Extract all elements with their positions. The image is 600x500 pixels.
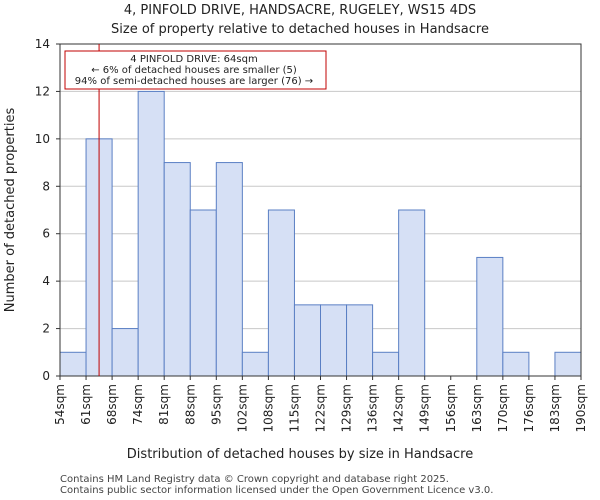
x-tick-label: 108sqm <box>261 384 275 432</box>
y-axis-label: Number of detached properties <box>3 108 18 313</box>
y-tick-label: 14 <box>35 37 50 51</box>
x-tick-label: 68sqm <box>105 384 119 425</box>
annotation-frame <box>64 50 327 90</box>
chart-subtitle: Size of property relative to detached ho… <box>111 22 489 37</box>
y-tick-label: 2 <box>42 322 50 336</box>
bar <box>346 304 374 377</box>
x-tick-label: 170sqm <box>496 384 510 432</box>
y-tick-label: 10 <box>35 132 50 146</box>
x-tick-label: 129sqm <box>340 384 354 432</box>
x-tick-label: 142sqm <box>392 384 406 432</box>
bar <box>189 209 217 377</box>
annotation-line-1: 4 PINFOLD DRIVE: 64sqm <box>130 54 257 65</box>
x-tick-label: 74sqm <box>131 384 145 425</box>
bar <box>398 209 426 377</box>
bar <box>476 256 504 377</box>
y-tick-label: 12 <box>35 84 50 98</box>
bar <box>293 304 322 377</box>
y-axis-ticks: 0 2 4 6 8 10 12 14 <box>35 37 60 383</box>
x-axis-label: Distribution of detached houses by size … <box>127 447 473 462</box>
bar <box>215 162 243 377</box>
x-tick-label: 54sqm <box>53 384 67 425</box>
y-tick-label: 4 <box>42 274 50 288</box>
annotation-line-3: 94% of semi-detached houses are larger (… <box>75 76 313 87</box>
bar <box>502 351 530 377</box>
x-axis-ticks: 54sqm 61sqm 68sqm 74sqm 81sqm 88sqm 95sqm 102sq… <box>53 376 588 432</box>
x-tick-label: 183sqm <box>548 384 562 432</box>
x-tick-label: 136sqm <box>366 384 380 432</box>
y-tick-label: 0 <box>42 369 50 383</box>
x-tick-label: 61sqm <box>79 384 93 425</box>
x-tick-label: 95sqm <box>209 384 223 425</box>
bar <box>267 209 295 377</box>
annotation-line-2: ← 6% of detached houses are smaller (5) <box>91 65 297 76</box>
x-tick-label: 163sqm <box>470 384 484 432</box>
x-tick-label: 156sqm <box>444 384 458 432</box>
annotation-box: 4 PINFOLD DRIVE: 64sqm ← 6% of detached … <box>64 50 327 90</box>
y-tick-label: 8 <box>42 179 50 193</box>
x-tick-label: 81sqm <box>157 384 171 425</box>
y-tick-label: 6 <box>42 227 50 241</box>
footer-line-1: Contains HM Land Registry data © Crown c… <box>60 474 449 485</box>
x-tick-label: 88sqm <box>183 384 197 425</box>
chart-title: 4, PINFOLD DRIVE, HANDSACRE, RUGELEY, WS… <box>124 3 476 18</box>
bar <box>111 328 139 377</box>
bar <box>137 90 165 377</box>
x-tick-label: 149sqm <box>418 384 432 432</box>
bar <box>320 304 348 377</box>
bar <box>554 351 582 377</box>
x-tick-label: 122sqm <box>314 384 328 432</box>
x-tick-label: 115sqm <box>287 384 301 432</box>
x-tick-label: 190sqm <box>574 384 588 432</box>
x-tick-label: 102sqm <box>235 384 249 432</box>
bar <box>59 351 87 377</box>
footer-line-2: Contains public sector information licen… <box>60 485 493 496</box>
x-tick-label: 176sqm <box>522 384 536 432</box>
bar <box>372 351 400 377</box>
bar <box>241 351 269 377</box>
bar <box>163 162 191 377</box>
